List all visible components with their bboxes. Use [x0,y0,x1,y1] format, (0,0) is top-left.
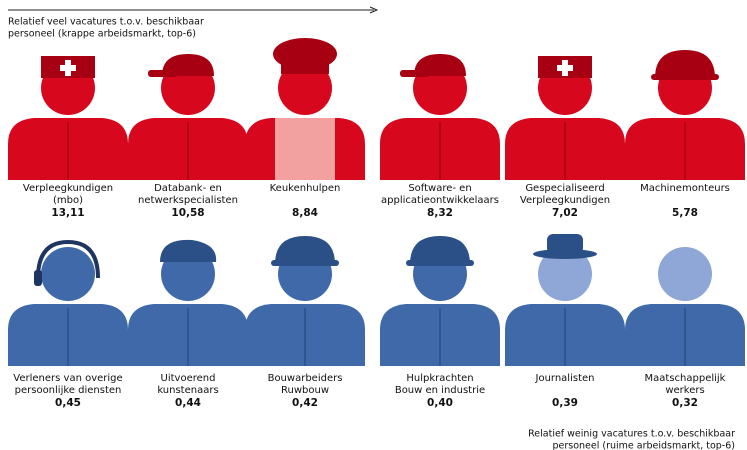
item-label: Verpleegkundigen [520,195,610,206]
person-figure [505,56,625,180]
item-label: Machinemonteurs [640,183,730,194]
person-figure [245,236,365,366]
item-label: Ruwbouw [281,385,329,396]
item-value: 8,32 [427,207,453,219]
item-value: 8,84 [292,207,318,219]
item-label: Journalisten [535,373,595,384]
helmet [655,50,715,78]
visor [148,70,178,77]
item-value: 13,11 [51,207,84,219]
person-figure [380,54,500,180]
item-label: Maatschappelijk [645,373,726,384]
item-label: Uitvoerend [161,373,216,384]
person-figure [128,240,248,366]
item-label: Bouw en industrie [395,385,485,396]
item-value: 5,78 [672,207,698,219]
helmet [275,236,335,264]
person-figure [128,54,248,180]
person-figure [625,50,745,180]
item-label: Keukenhulpen [270,183,341,194]
person-figure [625,247,745,366]
item-label: Databank- en [154,183,222,194]
item-value: 7,02 [552,207,578,219]
item-value: 0,40 [427,397,453,409]
top-caption: personeel (krappe arbeidsmarkt, top-6) [8,29,196,40]
infographic: Relatief veel vacatures t.o.v. beschikba… [0,0,747,450]
head [41,247,95,301]
item-label: werkers [665,385,704,396]
item-label: Software- en [408,183,471,194]
item-value: 10,58 [171,207,204,219]
visor [400,70,430,77]
item-label: applicatieontwikkelaars [381,195,499,206]
helmet-brim [651,74,719,80]
head [658,247,712,301]
item-value: 0,32 [672,397,698,409]
person-figure [8,56,128,180]
hat [160,240,216,262]
bottom-caption: Relatief weinig vacatures t.o.v. beschik… [528,429,735,440]
item-label: Bouwarbeiders [268,373,343,384]
hat-band [281,56,329,74]
person-figure [8,242,128,366]
item-label: persoonlijke diensten [15,385,122,396]
item-label: Verleners van overige [13,373,122,384]
item-label: netwerkspecialisten [138,195,238,206]
top-caption: Relatief veel vacatures t.o.v. beschikba… [8,17,204,28]
bottom-caption: personeel (ruime arbeidsmarkt, top-6) [552,441,735,450]
helmet-brim [271,260,339,266]
apron [275,118,335,180]
helmet [410,236,470,264]
item-value: 0,45 [55,397,81,409]
hat-brim [533,249,597,259]
earpiece [34,270,42,286]
item-label: (mbo) [53,195,83,206]
item-label: kunstenaars [157,385,218,396]
person-figure [380,236,500,366]
item-value: 0,44 [175,397,201,409]
item-value: 0,39 [552,397,578,409]
item-label: Verpleegkundigen [23,183,113,194]
helmet-brim [406,260,474,266]
person-figure [245,38,365,180]
item-label: Hulpkrachten [406,373,473,384]
person-figure [505,234,625,366]
item-label: Gespecialiseerd [525,183,604,194]
item-value: 0,42 [292,397,318,409]
